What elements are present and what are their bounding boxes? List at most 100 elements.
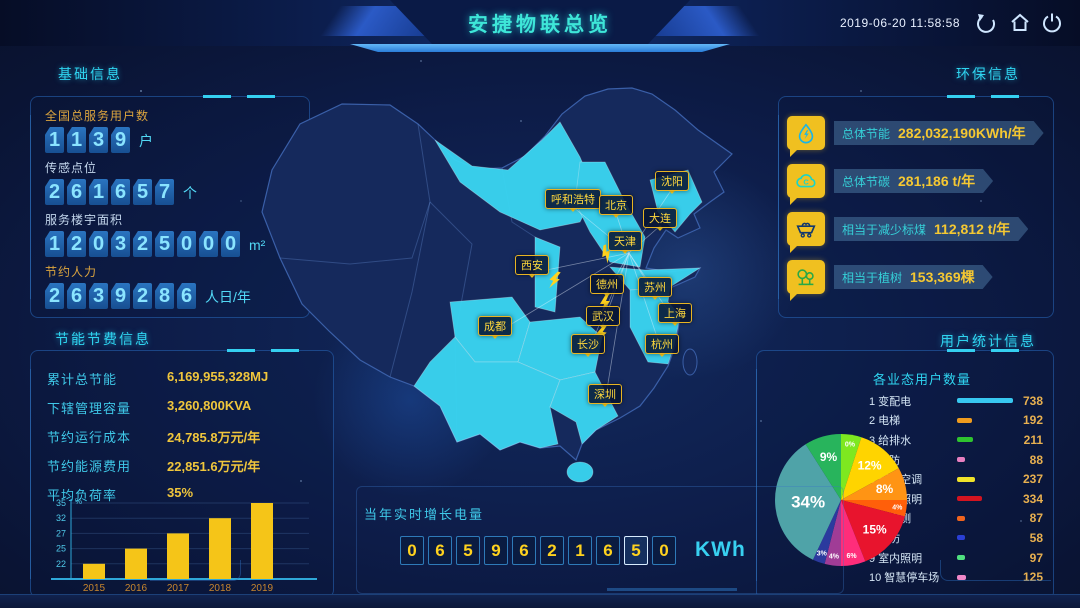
power-icon[interactable] bbox=[1040, 11, 1064, 35]
city-label-武汉[interactable]: 武汉 bbox=[586, 306, 620, 326]
svg-text:34%: 34% bbox=[791, 493, 825, 512]
digit-cell: 6 bbox=[111, 179, 130, 205]
pie-slice bbox=[775, 444, 841, 560]
china-map: 呼和浩特 沈阳北京 大连 天津西安德州 苏州上海 武汉成都长沙 杭州深圳 bbox=[250, 62, 765, 492]
city-label-上海[interactable]: 上海 bbox=[658, 303, 692, 323]
city-label-呼和浩特[interactable]: 呼和浩特 bbox=[545, 189, 601, 209]
pie-slice bbox=[841, 500, 907, 517]
digit-cell: 9 bbox=[111, 127, 130, 153]
city-label-天津[interactable]: 天津 bbox=[608, 231, 642, 251]
pie-slice bbox=[841, 500, 866, 567]
legend-value: 738 bbox=[1022, 393, 1043, 408]
growth-counter-unit: KWh bbox=[695, 538, 746, 561]
env-banner: 相当于植树 153,369棵 bbox=[834, 265, 993, 289]
legend-color-bar bbox=[957, 398, 1013, 404]
pie-slice bbox=[805, 434, 841, 500]
legend-color-bar bbox=[957, 515, 965, 521]
legend-label: 3 给排水 bbox=[869, 434, 912, 447]
undo-icon[interactable] bbox=[974, 11, 998, 35]
env-row-label: 相当于减少标煤 bbox=[842, 222, 927, 237]
city-label-沈阳[interactable]: 沈阳 bbox=[655, 171, 689, 191]
stat-labor-saved: 节约人力 2 6 3 9 2 8 6 人日/年 bbox=[45, 263, 295, 309]
energy-row-label: 平均负荷率 bbox=[47, 488, 118, 503]
stat-digits: 1 2 0 3 2 5 0 0 0 m² bbox=[45, 231, 295, 257]
city-label-大连[interactable]: 大连 bbox=[643, 208, 677, 228]
island-taiwan bbox=[682, 348, 698, 376]
energy-row-label: 节约运行成本 bbox=[47, 430, 132, 445]
legend-color-bar bbox=[957, 555, 965, 561]
home-icon[interactable] bbox=[1008, 11, 1032, 35]
legend-color-bar bbox=[957, 417, 972, 423]
city-label-杭州[interactable]: 杭州 bbox=[645, 334, 679, 354]
stat-unit: 人日/年 bbox=[205, 289, 251, 305]
legend-row-给排水[interactable]: 3 给排水 211 bbox=[869, 430, 1043, 450]
digit-cell: 9 bbox=[484, 536, 508, 565]
digit-cell: 5 bbox=[624, 536, 648, 565]
digit-cell: 5 bbox=[155, 231, 174, 257]
city-label-苏州[interactable]: 苏州 bbox=[638, 277, 672, 297]
stat-digits: 2 6 3 9 2 8 6 人日/年 bbox=[45, 283, 295, 309]
pie-slice bbox=[812, 500, 841, 564]
svg-text:27: 27 bbox=[56, 528, 66, 538]
digit-cell: 7 bbox=[155, 179, 174, 205]
city-label-北京[interactable]: 北京 bbox=[599, 195, 633, 215]
legend-value: 125 bbox=[1022, 570, 1043, 585]
energy-row-value: 35% bbox=[167, 485, 194, 500]
svg-text:4%: 4% bbox=[892, 504, 903, 511]
digit-cell: 3 bbox=[111, 231, 130, 257]
legend-row-电梯[interactable]: 2 电梯 192 bbox=[869, 411, 1043, 431]
city-label-西安[interactable]: 西安 bbox=[515, 255, 549, 275]
env-row: 相当于植树 153,369棵 bbox=[787, 253, 1045, 301]
energy-row: 累计总节能 6,169,955,328MJ bbox=[47, 369, 317, 388]
digit-cell: 1 bbox=[45, 127, 64, 153]
digit-cell: 1 bbox=[89, 179, 108, 205]
stat-label: 全国总服务用户数 bbox=[45, 109, 150, 123]
digit-cell: 2 bbox=[45, 179, 64, 205]
env-row-value: 282,032,190KWh/年 bbox=[898, 125, 1026, 141]
energy-row-label: 下辖管理容量 bbox=[47, 401, 132, 416]
pie-slice bbox=[841, 500, 905, 562]
digit-cell: 0 bbox=[400, 536, 424, 565]
digit-cell: 3 bbox=[89, 283, 108, 309]
panel-title-env-info: 环保信息 bbox=[956, 66, 1020, 82]
digit-cell: 0 bbox=[199, 231, 218, 257]
stat-unit: 个 bbox=[183, 185, 197, 201]
legend-color-bar bbox=[957, 574, 966, 580]
svg-text:35: 35 bbox=[56, 498, 66, 508]
digit-cell: 5 bbox=[456, 536, 480, 565]
legend-row-智慧停车场[interactable]: 10 智慧停车场 125 bbox=[869, 567, 1043, 587]
digit-cell: 2 bbox=[133, 231, 152, 257]
svg-text:9%: 9% bbox=[820, 450, 838, 464]
digit-cell: 6 bbox=[512, 536, 536, 565]
digit-cell: 3 bbox=[89, 127, 108, 153]
energy-row: 节约能源费用 22,851.6万元/年 bbox=[47, 456, 317, 475]
digit-cell: 0 bbox=[652, 536, 676, 565]
city-label-成都[interactable]: 成都 bbox=[478, 316, 512, 336]
legend-row-室内照明[interactable]: 9 室内照明 97 bbox=[869, 548, 1043, 568]
growth-counter-label: 当年实时增长电量 bbox=[364, 507, 485, 522]
energy-row: 节约运行成本 24,785.8万元/年 bbox=[47, 427, 317, 446]
legend-row-变配电[interactable]: 1 变配电 738 bbox=[869, 391, 1043, 411]
env-row-label: 相当于植树 bbox=[842, 270, 903, 285]
legend-label: 10 智慧停车场 bbox=[869, 572, 940, 585]
svg-text:8%: 8% bbox=[876, 482, 894, 496]
city-label-德州[interactable]: 德州 bbox=[590, 274, 624, 294]
legend-label: 1 变配电 bbox=[869, 395, 912, 408]
pie-slice bbox=[841, 468, 907, 500]
svg-text:C: C bbox=[803, 178, 809, 187]
svg-text:2019: 2019 bbox=[251, 583, 274, 594]
legend-value: 334 bbox=[1022, 491, 1043, 506]
china-map-base bbox=[261, 87, 733, 483]
env-row: C 总体节碳 281,186 t/年 bbox=[787, 157, 1045, 205]
city-label-长沙[interactable]: 长沙 bbox=[571, 334, 605, 354]
digit-cell: 0 bbox=[177, 231, 196, 257]
stat-building-area: 服务楼宇面积 1 2 0 3 2 5 0 0 0 m² bbox=[45, 211, 295, 257]
title-block: 安捷物联总览 bbox=[390, 0, 690, 44]
energy-row-label: 节约能源费用 bbox=[47, 459, 132, 474]
pie-slice bbox=[824, 500, 841, 566]
digit-cell: 1 bbox=[67, 127, 86, 153]
city-label-深圳[interactable]: 深圳 bbox=[588, 384, 622, 404]
digit-cell: 1 bbox=[45, 231, 64, 257]
